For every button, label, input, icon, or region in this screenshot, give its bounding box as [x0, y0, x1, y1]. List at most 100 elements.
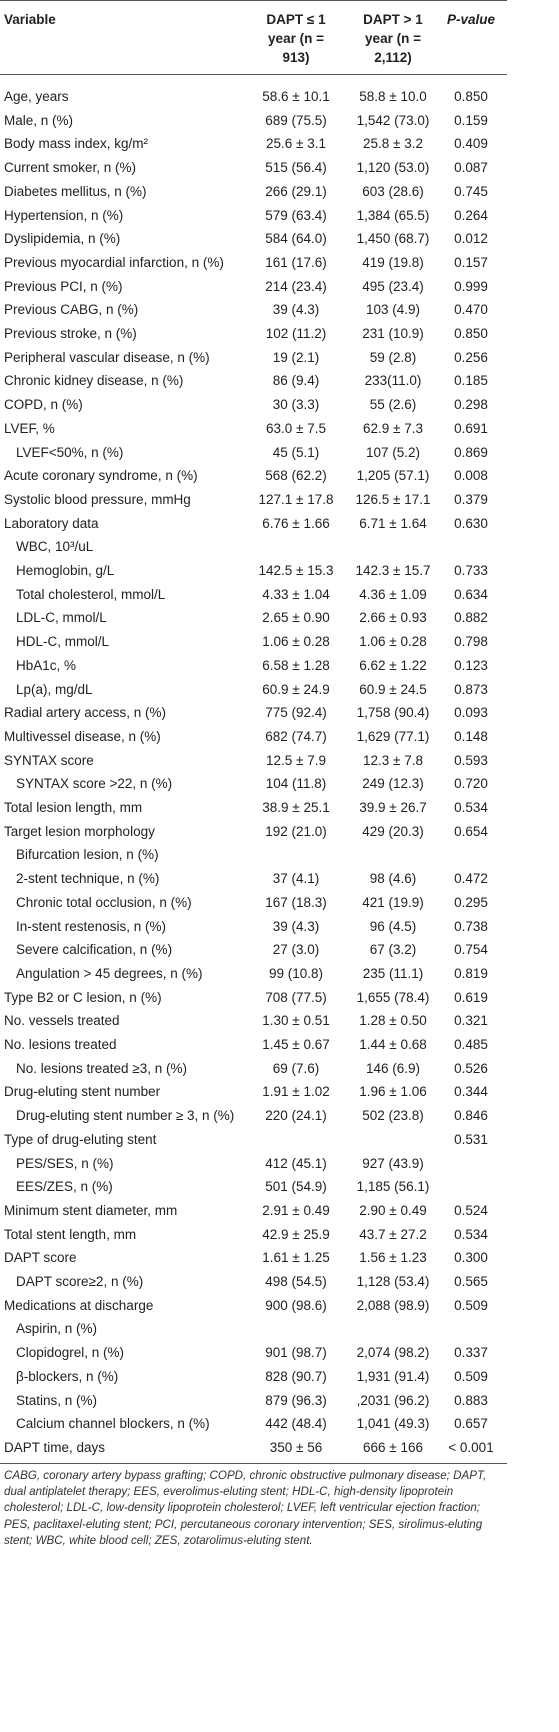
value-cell: 0.409 [454, 136, 488, 152]
variable-cell: Drug-eluting stent number ≥ 3, n (%) [16, 1108, 235, 1124]
value-cell: 1.06 ± 0.28 [359, 634, 427, 650]
value-cell: 0.157 [454, 254, 488, 270]
value-cell: 0.745 [454, 183, 488, 199]
variable-cell: PES/SES, n (%) [16, 1155, 114, 1171]
table-row: Medications at discharge 900 (98.6) 2,088 … [0, 1294, 507, 1318]
variable-cell: SYNTAX score [4, 752, 94, 768]
variable-cell: Previous stroke, n (%) [4, 326, 137, 341]
table-row: Clopidogrel, n (%) 901 (98.7) 2,074 (98.2)… [0, 1341, 507, 1365]
variable-cell: No. lesions treated [4, 1037, 117, 1052]
table-row: Previous stroke, n (%) 102 (11.2) 231 (10.… [0, 322, 507, 346]
value-cell: 0.654 [454, 823, 488, 839]
value-cell: 879 (96.3) [265, 1392, 327, 1408]
value-cell: 27 (3.0) [272, 942, 320, 958]
table-row: HDL-C, mmol/L 1.06 ± 0.28 1.06 ± 0.28 0.798 [0, 630, 507, 654]
value-cell: 67 (3.2) [369, 942, 417, 958]
variable-cell: Clopidogrel, n (%) [16, 1345, 125, 1361]
value-cell: 99 (10.8) [268, 965, 324, 981]
value-cell: 45 (5.1) [272, 444, 320, 460]
table-row: SYNTAX score >22, n (%) 104 (11.8) 249 (12… [0, 772, 507, 796]
variable-cell: 2-stent technique, n (%) [16, 871, 160, 887]
value-cell: 1,542 (73.0) [356, 112, 430, 128]
value-cell: 0.148 [454, 728, 488, 744]
value-cell: 2,088 (98.9) [356, 1297, 430, 1313]
variable-cell: EES/ZES, n (%) [16, 1179, 113, 1195]
value-cell: 0.300 [454, 1250, 488, 1266]
value-cell: 1,185 (56.1) [356, 1179, 430, 1195]
table-row: EES/ZES, n (%) 501 (54.9) 1,185 (56.1) [0, 1175, 507, 1199]
value-cell: 0.093 [454, 705, 488, 721]
table-row: DAPT score≥2, n (%) 498 (54.5) 1,128 (53.4… [0, 1270, 507, 1294]
value-cell: 0.593 [454, 752, 488, 768]
value-cell: 0.524 [454, 1202, 488, 1218]
value-cell: 30 (3.3) [272, 397, 320, 413]
value-cell: 39 (4.3) [272, 302, 320, 318]
value-cell: 0.882 [454, 610, 488, 626]
variable-cell: Body mass index, kg/m² [4, 136, 149, 152]
value-cell: 0.883 [454, 1392, 488, 1408]
value-cell: 901 (98.7) [265, 1345, 327, 1361]
table-row: Male, n (%) 689 (75.5) 1,542 (73.0) 0.159 [0, 109, 507, 133]
value-cell: 1.30 ± 0.51 [262, 1013, 330, 1029]
variable-cell: Previous PCI, n (%) [4, 278, 123, 294]
variable-cell: Lp(a), mg/dL [16, 681, 93, 697]
variable-cell: DAPT score≥2, n (%) [16, 1274, 144, 1289]
value-cell: 102 (11.2) [265, 326, 327, 341]
value-cell: ,2031 (96.2) [356, 1392, 430, 1408]
variable-cell: Bifurcation lesion, n (%) [16, 847, 159, 863]
table-row: Current smoker, n (%) 515 (56.4) 1,120 (53… [0, 156, 507, 180]
variable-cell: LDL-C, mmol/L [16, 610, 107, 626]
value-cell: 0.509 [454, 1368, 488, 1384]
rule [0, 1462, 507, 1464]
value-cell: 0.185 [454, 373, 488, 389]
value-cell: 1.96 ± 1.06 [359, 1084, 427, 1100]
table-row: DAPT time, days 350 ± 56 666 ± 166 < 0.001 [0, 1436, 507, 1460]
variable-cell: Minimum stent diameter, mm [4, 1202, 178, 1218]
value-cell: 142.3 ± 15.7 [355, 563, 431, 578]
value-cell: 442 (48.4) [265, 1416, 327, 1432]
value-cell: 927 (43.9) [362, 1155, 424, 1171]
variable-cell: HbA1c, % [16, 657, 77, 673]
table-row: Aspirin, n (%) [0, 1317, 507, 1341]
value-cell: 1,128 (53.4) [356, 1274, 430, 1289]
value-cell: 104 (11.8) [265, 776, 327, 792]
variable-cell: HDL-C, mmol/L [16, 634, 110, 650]
value-cell: 0.472 [454, 871, 488, 887]
table-row: Total cholesterol, mmol/L 4.33 ± 1.04 4.36… [0, 583, 507, 607]
table-row: Lp(a), mg/dL 60.9 ± 24.9 60.9 ± 24.5 0.873 [0, 678, 507, 702]
value-cell: 0.869 [454, 444, 488, 460]
value-cell: 2.66 ± 0.93 [359, 610, 427, 626]
table-row: β-blockers, n (%) 828 (90.7) 1,931 (91.4) 0… [0, 1365, 507, 1389]
value-cell: 58.6 ± 10.1 [262, 89, 330, 104]
value-cell: 39.9 ± 26.7 [359, 800, 427, 815]
value-cell: 1.06 ± 0.28 [262, 634, 330, 650]
table-row: Multivessel disease, n (%) 682 (74.7) 1,62… [0, 725, 507, 749]
value-cell: 775 (92.4) [265, 705, 327, 721]
table-row: No. lesions treated ≥3, n (%) 69 (7.6) 146… [0, 1057, 507, 1081]
value-cell: 501 (54.9) [265, 1179, 327, 1195]
value-cell: 127.1 ± 17.8 [258, 491, 334, 507]
value-cell: 1,384 (65.5) [356, 207, 430, 223]
value-cell: 249 (12.3) [362, 776, 424, 792]
variable-cell: Medications at discharge [4, 1297, 154, 1313]
variable-cell: Statins, n (%) [16, 1392, 98, 1408]
variable-cell: Total cholesterol, mmol/L [16, 586, 166, 602]
table-row: Minimum stent diameter, mm 2.91 ± 0.49 2.9… [0, 1199, 507, 1223]
value-cell: 0.123 [454, 657, 488, 673]
table-row: Previous myocardial infarction, n (%) 161… [0, 251, 507, 275]
value-cell: 0.850 [454, 89, 488, 104]
value-cell: 167 (18.3) [265, 894, 327, 910]
variable-cell: Hemoglobin, g/L [16, 563, 115, 578]
column-header: P-value [446, 12, 496, 27]
value-cell: 0.534 [454, 800, 488, 815]
value-cell: 0.298 [454, 397, 488, 413]
variable-cell: LVEF, % [4, 420, 55, 436]
table-row: Statins, n (%) 879 (96.3) ,2031 (96.2) 0.88… [0, 1389, 507, 1413]
value-cell: 60.9 ± 24.9 [262, 681, 330, 697]
value-cell: < 0.001 [448, 1439, 494, 1455]
rule [0, 74, 507, 75]
value-cell: 429 (20.3) [362, 823, 424, 839]
value-cell: 266 (29.1) [265, 183, 327, 199]
value-cell: 502 (23.8) [362, 1108, 424, 1124]
table-row: Total lesion length, mm 38.9 ± 25.1 39.9 ±… [0, 796, 507, 820]
